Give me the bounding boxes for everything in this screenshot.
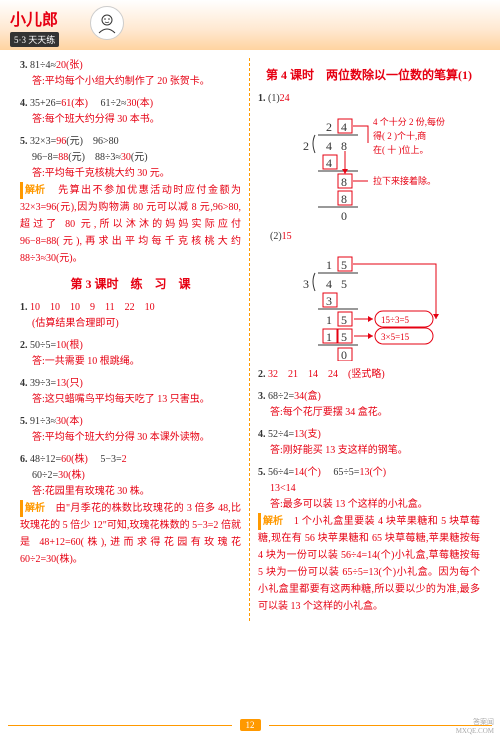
r-q5: 5. 56÷4=14(个) 65÷5=13(个) 13<14 答:最多可以装 1… bbox=[258, 465, 480, 615]
page-number: 12 bbox=[240, 719, 261, 731]
long-division-svg: 1 5 3 4 5 3 1 5 1 5 0 15÷3=5 3×5=15 bbox=[288, 251, 488, 361]
s3-q1: 1. 10 10 10 9 11 22 10 (估算结果合理即可) bbox=[20, 300, 241, 332]
footer-line bbox=[8, 725, 232, 726]
watermark: 答案闻 MXQE.COM bbox=[456, 717, 494, 735]
analysis-block: 解析 由"月季花的株数比玫瑰花的 3 倍多 48,比玫瑰花的 5 倍少 12"可… bbox=[20, 500, 241, 568]
analysis-tag: 解析 bbox=[258, 513, 283, 530]
answer-text: 答:平均每千克核桃大约 30 元。 bbox=[20, 166, 241, 182]
svg-text:15÷3=5: 15÷3=5 bbox=[381, 315, 410, 325]
svg-text:4: 4 bbox=[341, 120, 347, 134]
s3-q4: 4. 39÷3=13(只) 答:这只蜡嘴鸟平均每天吃了 13 只害虫。 bbox=[20, 376, 241, 408]
svg-text:0: 0 bbox=[341, 209, 347, 223]
analysis-block: 解析 1 个小礼盒里要装 4 块苹果糖和 5 块草莓糖,现在有 56 块苹果糖和… bbox=[258, 513, 480, 615]
page-header: 小儿郎 5·3 天天练 bbox=[0, 0, 500, 50]
svg-text:拉下来接着除。: 拉下来接着除。 bbox=[373, 175, 436, 186]
svg-text:4: 4 bbox=[326, 277, 332, 291]
r-q4: 4. 52÷4=13(支) 答:刚好能买 13 支这样的钢笔。 bbox=[258, 427, 480, 459]
brand-sub: 5·3 天天练 bbox=[10, 32, 59, 47]
question-3: 3. 81÷4≈20(张) 答:平均每个小组大约制作了 20 张贺卡。 bbox=[20, 58, 241, 90]
answer-text: 答:每个班大约分得 30 本书。 bbox=[20, 112, 241, 128]
r-q1: 1. (1)24 2 4 2 4 8 4 8 8 0 4 个十分 2 份,每份 … bbox=[258, 91, 480, 361]
s3-q5: 5. 91÷3≈30(本) 答:平均每个班大约分得 30 本课外读物。 bbox=[20, 414, 241, 446]
question-4: 4. 35+26=61(本) 61÷2≈30(本) 答:每个班大约分得 30 本… bbox=[20, 96, 241, 128]
svg-text:2: 2 bbox=[303, 139, 309, 153]
svg-text:5: 5 bbox=[341, 277, 347, 291]
svg-text:4: 4 bbox=[326, 156, 332, 170]
right-column: 第 4 课时 两位数除以一位数的笔算(1) 1. (1)24 2 4 2 4 8… bbox=[250, 58, 488, 621]
r-q2: 2. 32 21 14 24 (竖式略) bbox=[258, 367, 480, 383]
svg-text:1: 1 bbox=[326, 330, 332, 344]
analysis-block: 解析 先算出不参加优惠活动时应付金额为 32×3=96(元),因为购物满 80 … bbox=[20, 182, 241, 267]
avatar-icon bbox=[90, 6, 124, 40]
brand: 小儿郎 5·3 天天练 bbox=[10, 6, 490, 47]
svg-text:4: 4 bbox=[326, 139, 332, 153]
s3-q6: 6. 48÷12=60(株) 5−3=2 60÷2=30(株) 答:花园里有玫瑰… bbox=[20, 452, 241, 568]
analysis-tag: 解析 bbox=[20, 500, 45, 517]
svg-text:0: 0 bbox=[341, 348, 347, 361]
svg-text:1: 1 bbox=[326, 258, 332, 272]
svg-text:3: 3 bbox=[326, 294, 332, 308]
section-3-title: 第 3 课时 练 习 课 bbox=[20, 275, 241, 292]
division-diagram-1: 2 4 2 4 8 4 8 8 0 4 个十分 2 份,每份 得( 2 )个十,… bbox=[288, 113, 480, 223]
question-5: 5. 32×3=96(元) 96>80 96−8=88(元) 88÷3≈30(元… bbox=[20, 134, 241, 267]
svg-text:3×5=15: 3×5=15 bbox=[381, 332, 410, 342]
long-division-svg: 2 4 2 4 8 4 8 8 0 4 个十分 2 份,每份 得( 2 )个十,… bbox=[288, 113, 488, 223]
svg-text:5: 5 bbox=[341, 258, 347, 272]
svg-text:4 个十分 2 份,每份: 4 个十分 2 份,每份 bbox=[373, 116, 445, 127]
left-column: 3. 81÷4≈20(张) 答:平均每个小组大约制作了 20 张贺卡。 4. 3… bbox=[12, 58, 250, 621]
page-footer: 12 bbox=[0, 713, 500, 737]
svg-text:8: 8 bbox=[341, 175, 347, 189]
content: 3. 81÷4≈20(张) 答:平均每个小组大约制作了 20 张贺卡。 4. 3… bbox=[0, 50, 500, 621]
section-4-title: 第 4 课时 两位数除以一位数的笔算(1) bbox=[258, 66, 480, 83]
svg-text:2: 2 bbox=[326, 120, 332, 134]
brand-name: 小儿郎 bbox=[10, 6, 59, 30]
svg-text:得( 2 )个十,商: 得( 2 )个十,商 bbox=[373, 130, 426, 141]
answer-text: 答:平均每个小组大约制作了 20 张贺卡。 bbox=[20, 74, 241, 90]
svg-text:8: 8 bbox=[341, 192, 347, 206]
s3-q2: 2. 50÷5=10(根) 答:一共需要 10 根跳绳。 bbox=[20, 338, 241, 370]
svg-text:在( 十 )位上。: 在( 十 )位上。 bbox=[373, 144, 429, 155]
svg-text:5: 5 bbox=[341, 330, 347, 344]
svg-text:8: 8 bbox=[341, 139, 347, 153]
svg-text:5: 5 bbox=[341, 313, 347, 327]
r-q3: 3. 68÷2=34(盒) 答:每个花厅要摆 34 盒花。 bbox=[258, 389, 480, 421]
svg-text:3: 3 bbox=[303, 277, 309, 291]
analysis-tag: 解析 bbox=[20, 182, 45, 199]
svg-text:1: 1 bbox=[326, 313, 332, 327]
division-diagram-2: 1 5 3 4 5 3 1 5 1 5 0 15÷3=5 3×5=15 bbox=[288, 251, 480, 361]
